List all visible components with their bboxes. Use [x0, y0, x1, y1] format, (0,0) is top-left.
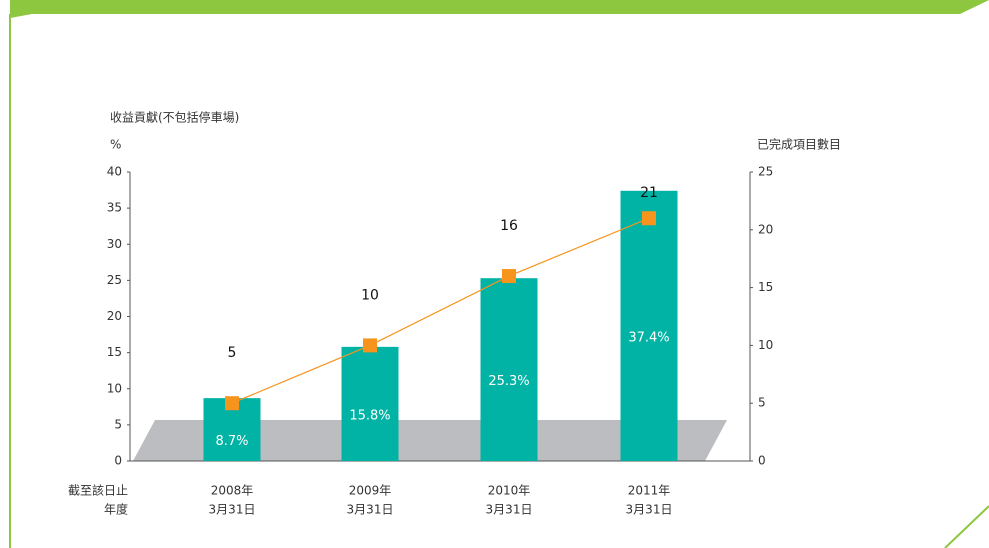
line-value-label: 21 — [640, 185, 658, 201]
x-tick-label: 2008年 — [211, 484, 254, 498]
y2-tick-label: 15 — [758, 280, 773, 294]
y2-tick-label: 20 — [758, 222, 773, 236]
line-marker — [642, 211, 656, 226]
y-tick-label: 35 — [107, 201, 122, 215]
x-axis-title: 截至該日止 — [68, 483, 128, 498]
x-tick-label: 2011年 — [628, 484, 671, 498]
x-axis-title: 年度 — [104, 502, 128, 517]
y2-tick-label: 0 — [758, 454, 766, 468]
bar-value-label: 37.4% — [628, 330, 669, 345]
y2-tick-label: 10 — [758, 338, 773, 352]
line-value-label: 5 — [228, 345, 237, 361]
line — [231, 217, 650, 404]
y-tick-label: 10 — [107, 381, 122, 395]
line-marker — [502, 269, 516, 284]
bar — [480, 278, 538, 461]
y-tick-label: 15 — [107, 345, 122, 359]
x-tick-label: 2009年 — [349, 484, 392, 498]
bar-value-label: 15.8% — [349, 408, 390, 423]
bar-value-label: 25.3% — [488, 374, 529, 389]
y-tick-label: 30 — [107, 237, 122, 251]
x-tick-label: 3月31日 — [347, 503, 394, 517]
y-axis-title: 收益貢獻(不包括停車場) — [110, 110, 239, 125]
y-tick-label: 40 — [107, 165, 122, 179]
x-tick-label: 2010年 — [488, 484, 531, 498]
line-value-label: 16 — [500, 218, 518, 234]
x-tick-label: 3月31日 — [209, 503, 256, 517]
y2-tick-label: 5 — [758, 396, 766, 410]
x-tick-label: 3月31日 — [486, 503, 533, 517]
line-value-label: 10 — [361, 287, 379, 303]
bar-value-label: 8.7% — [215, 434, 248, 449]
line-marker — [225, 396, 239, 411]
y-axis-unit: % — [110, 138, 121, 152]
y-tick-label: 25 — [107, 273, 122, 287]
y-tick-label: 20 — [107, 309, 122, 323]
y-tick-label: 5 — [114, 417, 122, 431]
line-marker — [363, 338, 377, 353]
bar — [620, 190, 678, 461]
y2-axis-title: 已完成項目數目 — [757, 137, 841, 152]
bar — [341, 346, 399, 461]
x-tick-label: 3月31日 — [626, 503, 673, 517]
y-tick-label: 0 — [114, 454, 122, 468]
banner — [10, 0, 989, 18]
frame-corner — [944, 505, 989, 548]
floor — [133, 420, 727, 461]
y2-tick-label: 25 — [758, 165, 773, 179]
